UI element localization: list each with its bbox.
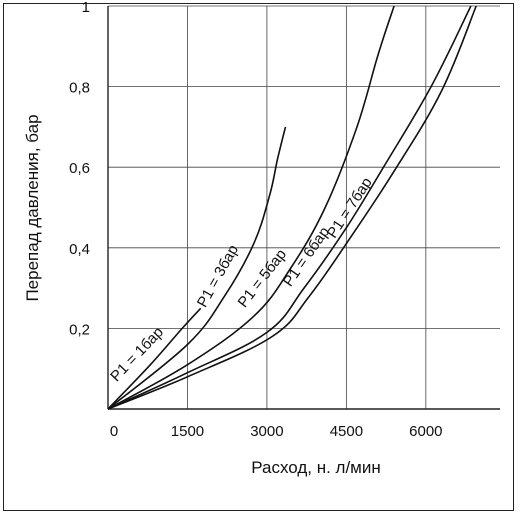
series-line (107, 5, 472, 410)
x-tick-label: 1500 (171, 423, 204, 440)
y-tick-labels: 0,2 0,4 0,6 0,8 1 (69, 0, 90, 338)
y-tick-label: 1 (82, 0, 90, 16)
series-line (107, 126, 287, 410)
x-tick-label: 4500 (330, 423, 363, 440)
y-tick-label: 0,2 (69, 321, 90, 338)
grid (108, 5, 500, 409)
y-tick-label: 0,8 (69, 80, 90, 97)
x-tick-label: 0 (110, 423, 118, 440)
y-axis-title: Перепад давления, бар (23, 114, 42, 301)
x-tick-label: 3000 (250, 423, 283, 440)
series-line (107, 307, 202, 410)
x-tick-label: 6000 (409, 423, 442, 440)
series (107, 5, 477, 410)
y-tick-label: 0,4 (69, 241, 90, 258)
chart-frame (3, 3, 514, 511)
x-axis-title: Расход, н. л/мин (251, 458, 381, 477)
series-label: P1 = 1бар (107, 324, 167, 385)
series-label: P1 = 7бар (324, 175, 376, 242)
series-line (107, 5, 477, 410)
axes (107, 6, 500, 410)
x-tick-labels: 0 1500 3000 4500 6000 (110, 423, 443, 440)
y-tick-label: 0,6 (69, 160, 90, 177)
series-line (107, 5, 395, 410)
